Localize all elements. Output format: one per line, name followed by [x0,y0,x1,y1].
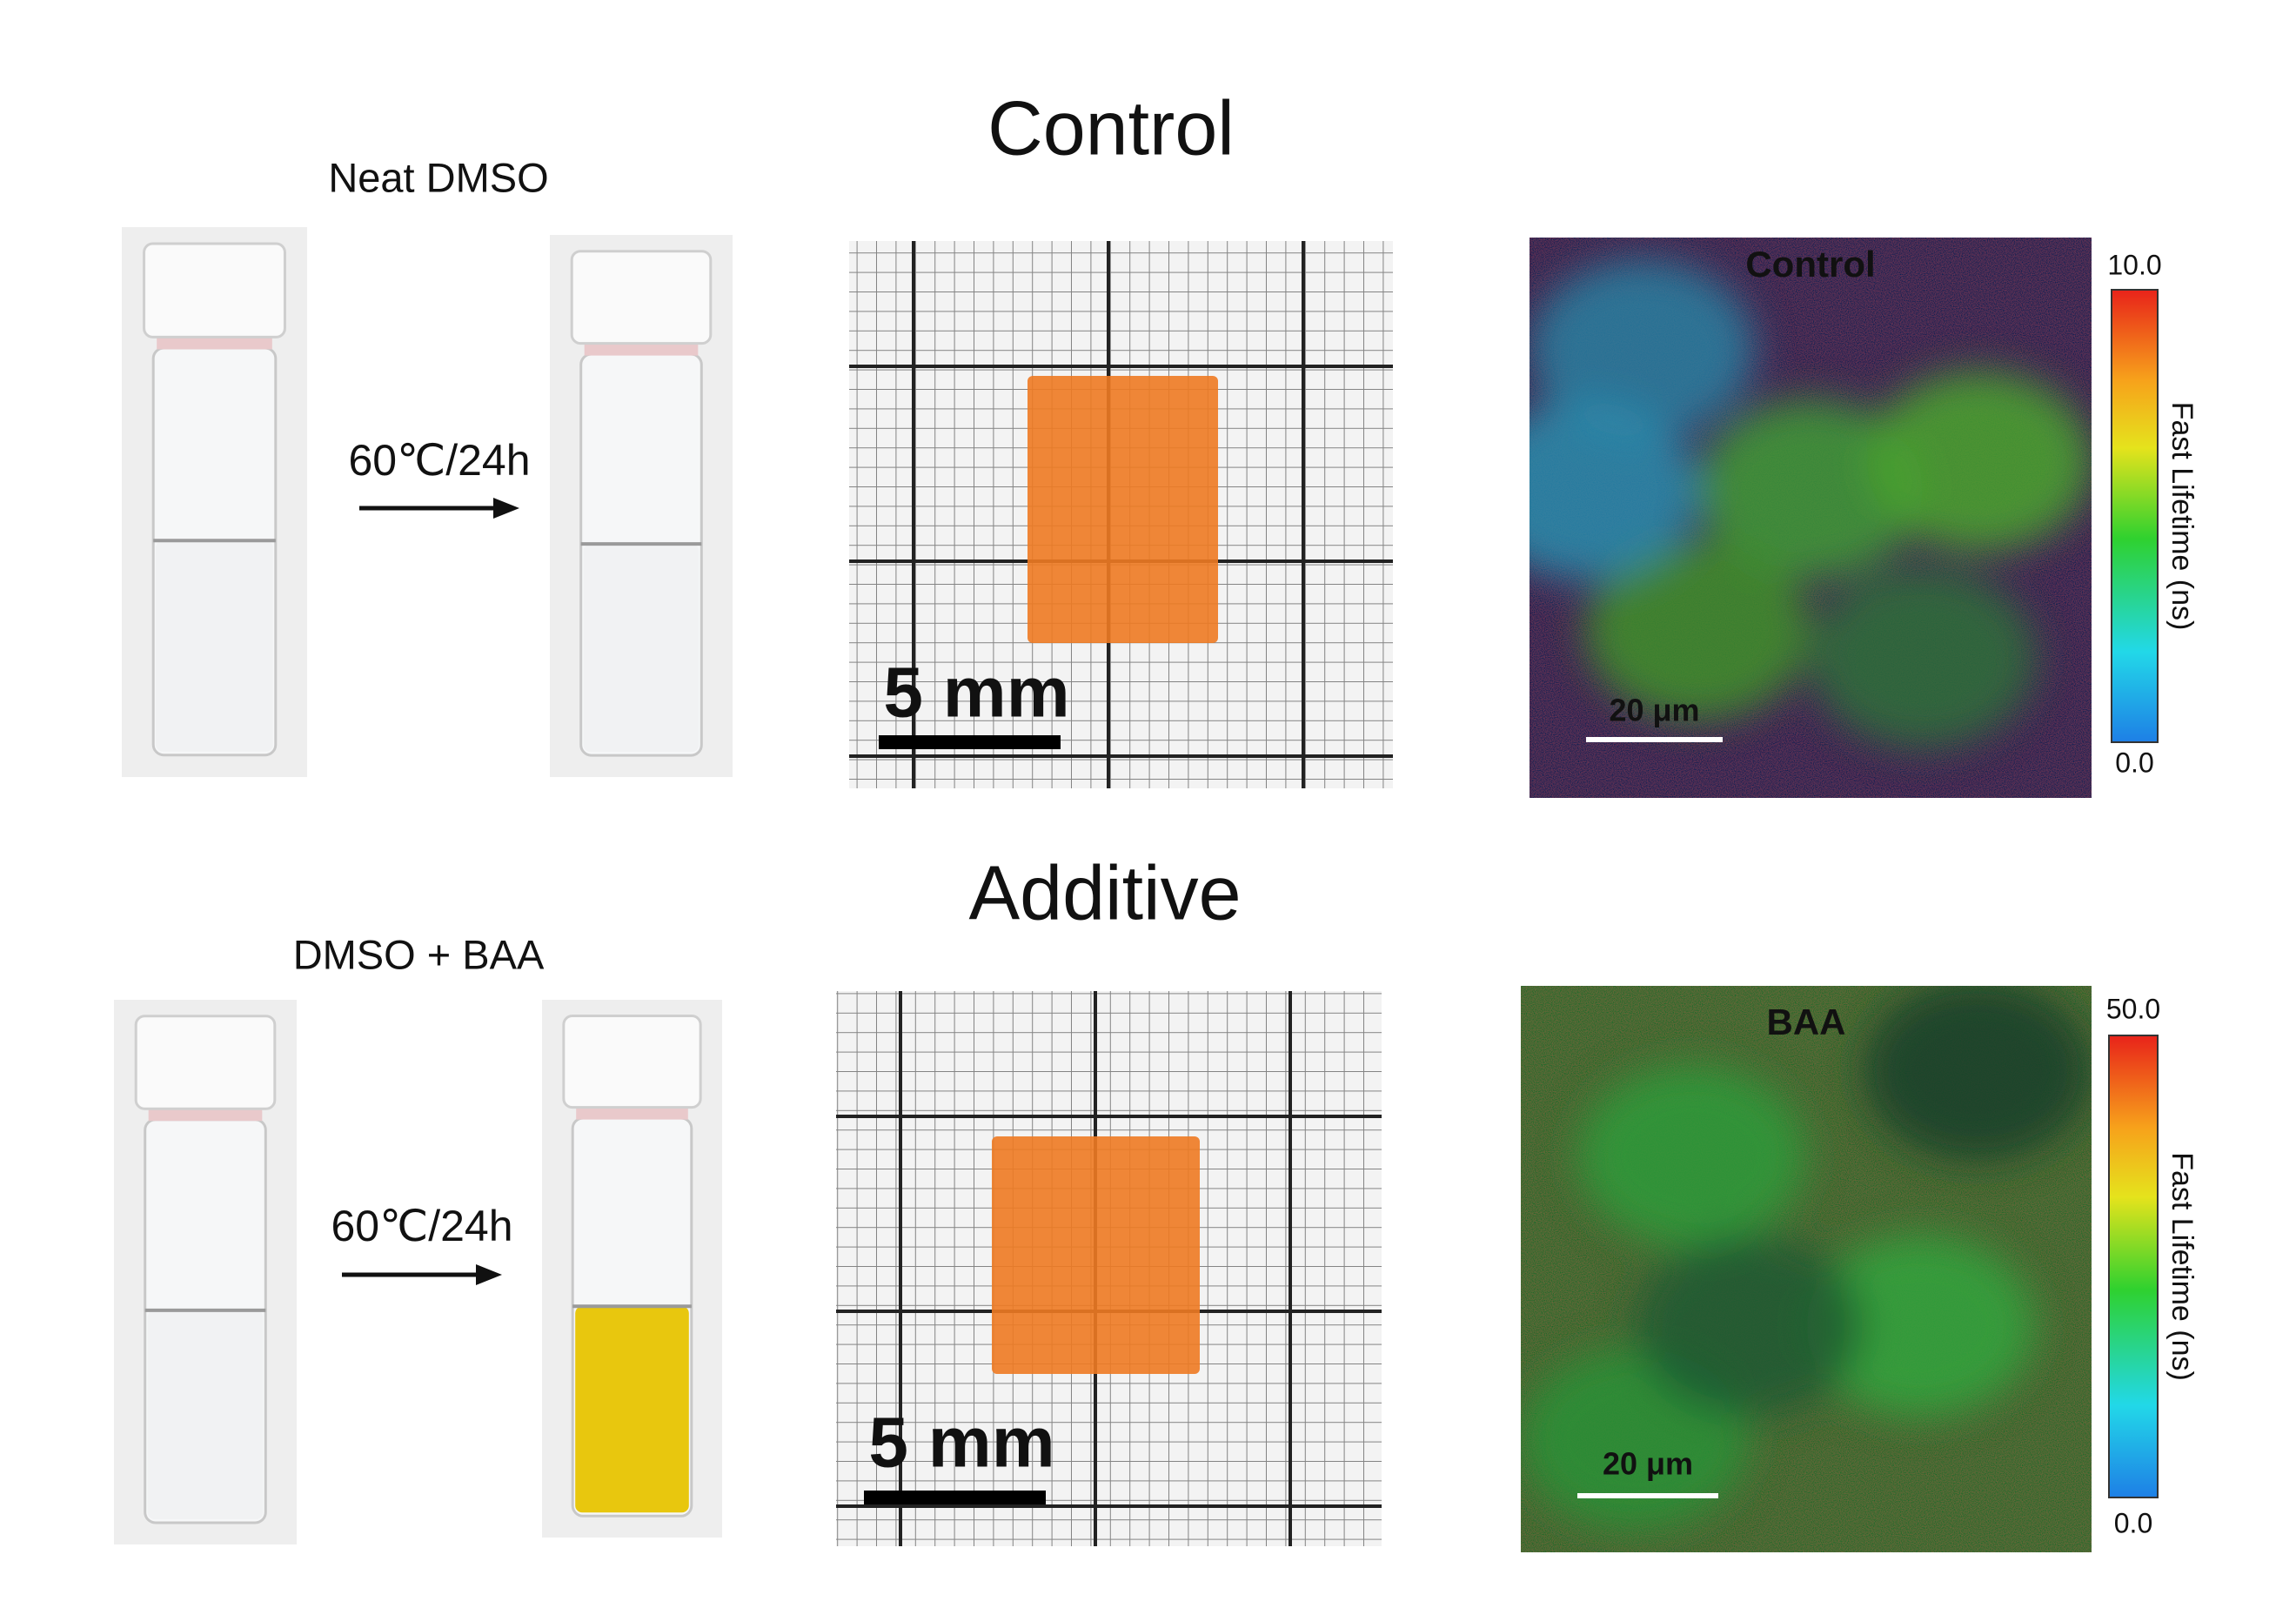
flim-region [1635,1235,1864,1417]
flim-image [1521,986,2092,1552]
vial-label: DMSO + BAA [293,931,545,977]
scale-label: 5 mm [883,653,1069,733]
vial-cap [570,250,713,345]
vial-cap [134,1015,277,1110]
vial-liquid [583,544,700,753]
flim-region [1585,539,1811,720]
vial-cap [562,1015,702,1109]
flim-label: BAA [1767,1002,1846,1042]
vial-liquid [147,1310,264,1519]
flim-region [1530,259,1755,439]
vial-liquid [575,1306,689,1513]
vial-neck [584,343,699,356]
row-0: Control Neat DMSO 60℃/24h 5 mm Control 20 μm 1… [122,84,2199,798]
colorbar-label: Fast Lifetime (ns) [2165,402,2199,631]
colorbar-min: 0.0 [2114,1507,2152,1538]
flim-image [1530,238,2092,798]
vial-label: Neat DMSO [328,154,548,200]
scale-label: 5 mm [868,1404,1054,1483]
colorbar-max: 50.0 [2106,993,2160,1024]
flim-blobs [1521,986,2092,1530]
condition: 60℃/24h [331,1202,512,1250]
vial-neck [576,1107,688,1120]
vial-cap [143,242,286,338]
row-1: Additive DMSO + BAA 60℃/24h 5 mm BAA 20 μm 50.… [114,849,2199,1552]
vial-liquid [156,540,273,752]
flim-region [1697,399,1924,580]
arrow-head [493,498,519,519]
vial-neck [157,337,272,350]
flim-blobs [1530,259,2092,748]
condition: 60℃/24h [348,436,530,485]
row-title: Additive [968,849,1241,935]
colorbar-label: Fast Lifetime (ns) [2165,1152,2199,1381]
row-title: Control [987,84,1235,171]
flim-region [1530,399,1698,580]
vial-neck [148,1109,263,1122]
flim-region [1863,986,2092,1162]
arrow-head [476,1264,502,1285]
sample-film [992,1136,1200,1374]
flim-scale-label: 20 μm [1609,693,1699,728]
flim-label: Control [1745,244,1875,285]
flim-region [1811,567,2036,748]
flim-region [1577,1065,1806,1247]
colorbar-max: 10.0 [2107,249,2161,280]
colorbar [2111,289,2159,743]
flim-region [1806,1235,2035,1417]
flim-scale-label: 20 μm [1603,1446,1693,1482]
sample-film [1028,376,1218,643]
colorbar [2108,1035,2159,1498]
flim-region [1866,372,2092,552]
colorbar-min: 0.0 [2115,747,2153,778]
